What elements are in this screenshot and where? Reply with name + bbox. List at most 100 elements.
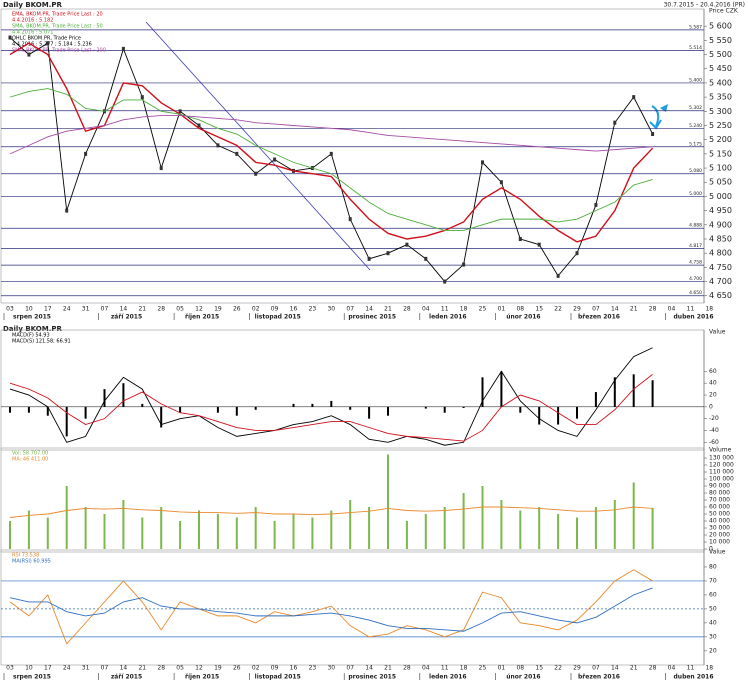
bar <box>500 500 503 549</box>
series-line <box>9 506 653 518</box>
x-tick-label: 02 <box>252 665 260 672</box>
x-tick-label: 12 <box>195 306 203 313</box>
y-tick-label: 20 <box>709 647 717 654</box>
axis-label: Volume <box>709 447 732 454</box>
axis-label: Value <box>709 549 726 556</box>
candle <box>121 46 125 51</box>
bar <box>481 377 484 407</box>
x-tick-label: 08 <box>516 306 524 313</box>
x-tick-label: 05 <box>176 665 184 672</box>
bar <box>576 406 578 419</box>
x-tick-label: 17 <box>44 665 52 672</box>
bar <box>387 454 389 549</box>
bar <box>9 406 11 413</box>
candle <box>518 236 522 241</box>
x-tick-label: 29 <box>573 306 581 313</box>
candle <box>8 35 12 40</box>
level-label: 4.700 <box>689 276 702 282</box>
x-tick-label: 09 <box>271 665 279 672</box>
bar <box>9 521 11 549</box>
x-tick-label: 28 <box>157 306 165 313</box>
x-tick-label: 23 <box>309 665 317 672</box>
x-tick-label: 01 <box>498 306 506 313</box>
x-tick-label: 01 <box>498 665 506 672</box>
x-tick-label: 19 <box>214 665 222 672</box>
y-tick-label: 30 000 <box>709 525 730 532</box>
x-tick-label: 16 <box>290 306 298 313</box>
candle <box>613 120 617 125</box>
bar <box>65 486 68 549</box>
level-label: 4.758 <box>689 260 702 266</box>
chart-title: Daily BKOM.PR <box>3 1 62 9</box>
bar <box>557 406 560 425</box>
x-tick-label: 10 <box>25 665 33 672</box>
x-tick-label: 18 <box>460 665 468 672</box>
x-tick-label: 14 <box>611 665 619 672</box>
candle <box>329 151 333 156</box>
legend-entry: 4.4.2016 : 5.071 <box>12 30 53 36</box>
bar <box>368 507 371 549</box>
bar <box>330 510 333 549</box>
level-label: 5.080 <box>689 168 702 174</box>
candle <box>556 273 560 278</box>
x-tick-label: 31 <box>82 306 90 313</box>
x-tick-label: 14 <box>365 306 373 313</box>
bar <box>216 406 219 413</box>
bar <box>65 406 68 437</box>
x-tick-label: 21 <box>384 306 392 313</box>
y-tick-label: 110 000 <box>709 469 734 476</box>
month-label: prosinec 2015 <box>348 674 396 681</box>
y-tick-label: 5 450 <box>709 64 732 73</box>
candle <box>367 256 371 261</box>
month-label: listopad 2015 <box>255 314 301 321</box>
bar <box>557 514 560 549</box>
x-tick-label: 17 <box>44 306 52 313</box>
y-tick-label: 50 <box>709 605 717 612</box>
level-label: 5.240 <box>689 123 702 129</box>
x-tick-label: 03 <box>6 665 14 672</box>
y-tick-label: 60 000 <box>709 504 730 511</box>
level-label: 5.000 <box>689 191 702 197</box>
month-label: únor 2016 <box>506 674 540 681</box>
y-tick-label: -40 <box>709 427 719 434</box>
candle <box>46 41 50 46</box>
y-tick-label: 10 000 <box>709 539 730 546</box>
candle <box>159 166 163 171</box>
candle <box>575 251 579 256</box>
x-tick-label: 18 <box>705 306 713 313</box>
x-tick-label: 28 <box>403 306 411 313</box>
x-tick-label: 16 <box>290 665 298 672</box>
x-tick-label: 04 <box>668 665 676 672</box>
panel-frame <box>0 329 705 451</box>
y-tick-label: 20 <box>709 392 717 399</box>
bar <box>27 406 30 413</box>
date-range: 30.7.2015 - 20.4.2016 (PR) <box>664 2 745 9</box>
level-label: 5.302 <box>689 105 702 111</box>
y-tick-label: 120 000 <box>709 462 734 469</box>
legend-entry: 4.4.2016 : 5.182 <box>12 18 53 24</box>
bar <box>103 389 106 407</box>
y-tick-label: 5 150 <box>709 149 732 158</box>
x-tick-label: 11 <box>687 306 695 313</box>
month-label: srpen 2015 <box>13 674 51 681</box>
x-tick-label: 09 <box>271 306 279 313</box>
legend-entry: MA(RSI) 60.995 <box>12 559 51 565</box>
bar <box>632 482 635 549</box>
x-tick-label: 28 <box>403 665 411 672</box>
bar <box>651 507 654 549</box>
y-tick-label: 0 <box>709 546 713 553</box>
x-tick-label: 07 <box>592 665 600 672</box>
bar <box>46 406 49 416</box>
bar <box>311 517 314 549</box>
legend-entry: Vol: 58 707.00 <box>12 451 48 457</box>
bar <box>216 514 219 549</box>
bar <box>141 403 144 407</box>
candle <box>178 109 182 114</box>
arrow-icon <box>660 104 668 112</box>
candle <box>405 242 409 247</box>
bar <box>254 507 257 549</box>
bar <box>405 521 408 549</box>
x-tick-label: 28 <box>649 665 657 672</box>
panel-frame <box>0 447 705 553</box>
bar <box>594 507 597 549</box>
